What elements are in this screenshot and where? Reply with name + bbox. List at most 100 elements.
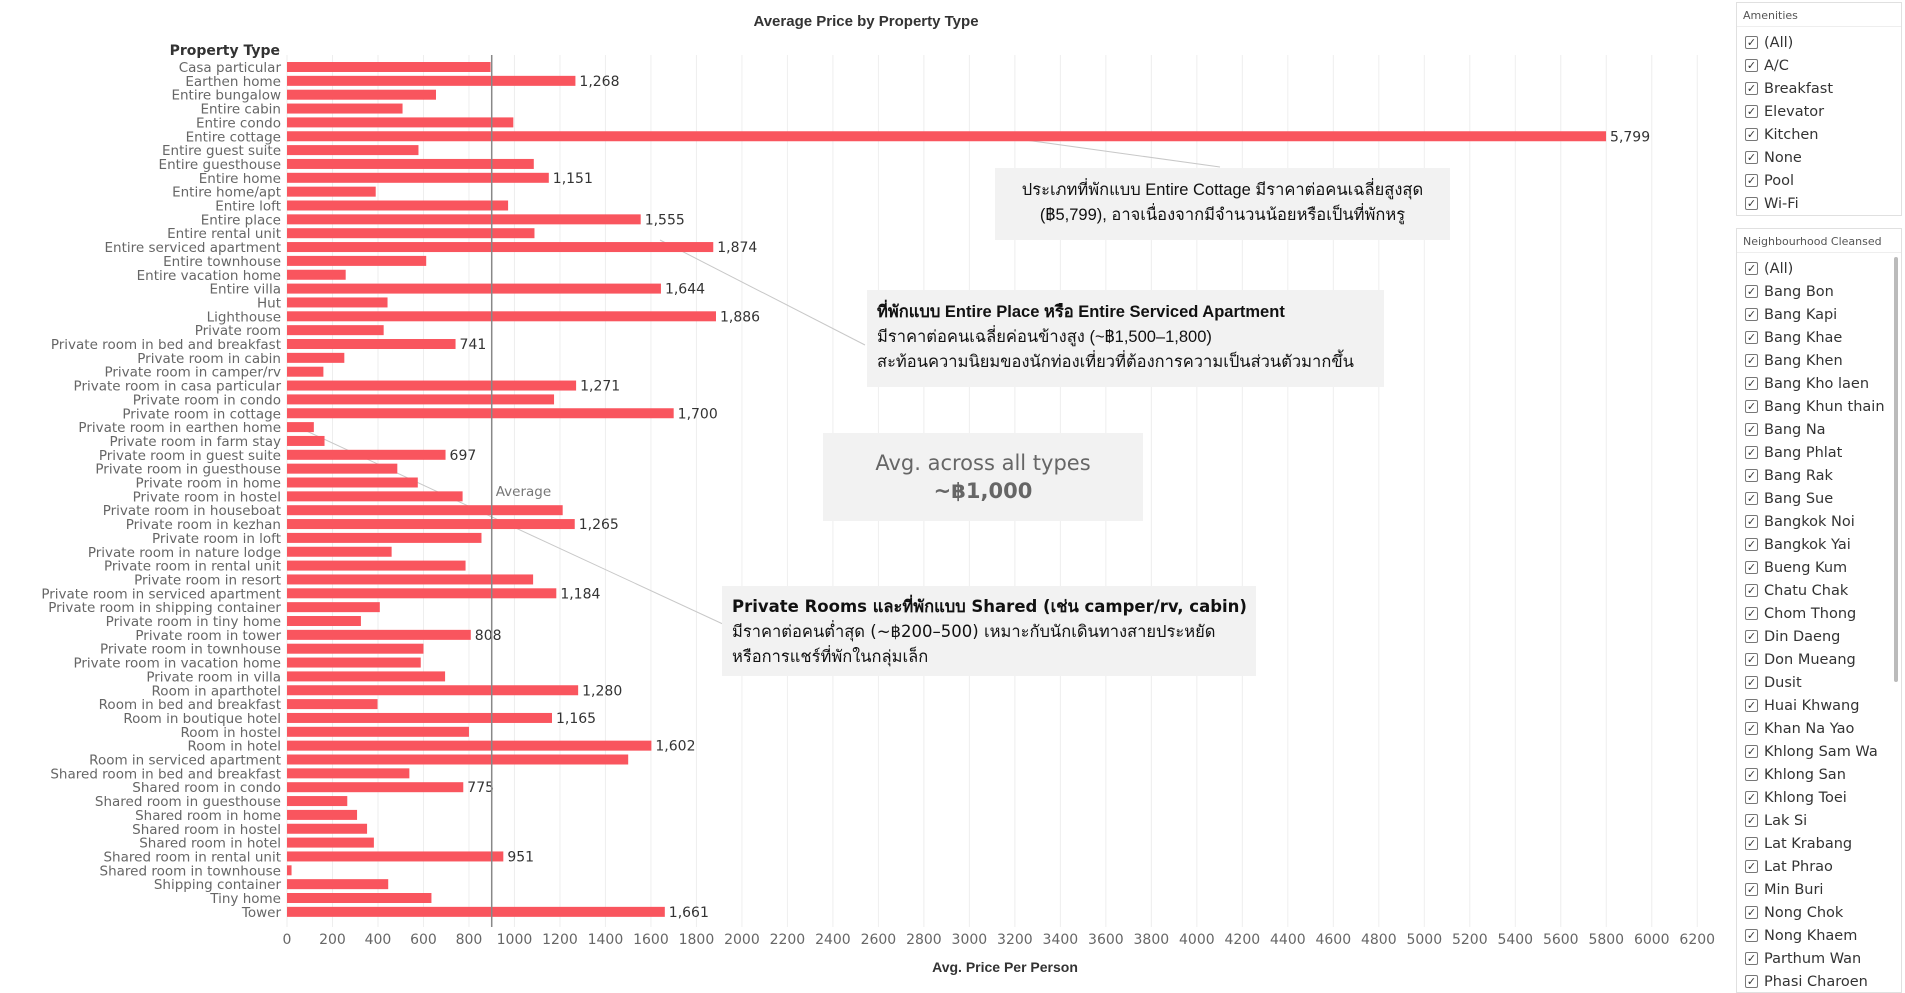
amenities-option[interactable]: ✓ (All) xyxy=(1745,31,1901,54)
neighbourhood-option[interactable]: ✓ Bang Rak xyxy=(1745,464,1901,487)
checkbox-checked-icon[interactable]: ✓ xyxy=(1745,653,1758,666)
checkbox-checked-icon[interactable]: ✓ xyxy=(1745,400,1758,413)
checkbox-checked-icon[interactable]: ✓ xyxy=(1745,82,1758,95)
neighbourhood-option[interactable]: ✓ Khlong San xyxy=(1745,763,1901,786)
neighbourhood-option[interactable]: ✓ Bang Kho laen xyxy=(1745,372,1901,395)
checkbox-checked-icon[interactable]: ✓ xyxy=(1745,262,1758,275)
neighbourhood-scrollbar[interactable] xyxy=(1894,257,1898,682)
neighbourhood-option[interactable]: ✓ Nong Chok xyxy=(1745,901,1901,924)
neighbourhood-option-label: Min Buri xyxy=(1764,881,1824,898)
checkbox-checked-icon[interactable]: ✓ xyxy=(1745,837,1758,850)
neighbourhood-option[interactable]: ✓ Bangkok Noi xyxy=(1745,510,1901,533)
neighbourhood-option-label: Huai Khwang xyxy=(1764,697,1860,714)
category-label: Shared room in bed and breakfast xyxy=(50,766,281,782)
neighbourhood-option[interactable]: ✓ (All) xyxy=(1745,257,1901,280)
checkbox-checked-icon[interactable]: ✓ xyxy=(1745,59,1758,72)
category-label: Private room in camper/rv xyxy=(104,365,281,381)
checkbox-checked-icon[interactable]: ✓ xyxy=(1745,446,1758,459)
neighbourhood-option-label: Nong Chok xyxy=(1764,904,1844,921)
amenities-option[interactable]: ✓ Elevator xyxy=(1745,100,1901,123)
checkbox-checked-icon[interactable]: ✓ xyxy=(1745,492,1758,505)
neighbourhood-option[interactable]: ✓ Bang Khun thain xyxy=(1745,395,1901,418)
neighbourhood-option[interactable]: ✓ Huai Khwang xyxy=(1745,694,1901,717)
neighbourhood-option-label: Khlong Sam Wa xyxy=(1764,743,1878,760)
checkbox-checked-icon[interactable]: ✓ xyxy=(1745,174,1758,187)
bar xyxy=(287,712,552,723)
neighbourhood-option[interactable]: ✓ Phasi Charoen xyxy=(1745,970,1901,993)
checkbox-checked-icon[interactable]: ✓ xyxy=(1745,128,1758,141)
checkbox-checked-icon[interactable]: ✓ xyxy=(1745,423,1758,436)
neighbourhood-option[interactable]: ✓ Chatu Chak xyxy=(1745,579,1901,602)
amenities-option[interactable]: ✓ Kitchen xyxy=(1745,123,1901,146)
amenities-option[interactable]: ✓ None xyxy=(1745,146,1901,169)
checkbox-checked-icon[interactable]: ✓ xyxy=(1745,860,1758,873)
neighbourhood-option[interactable]: ✓ Din Daeng xyxy=(1745,625,1901,648)
checkbox-checked-icon[interactable]: ✓ xyxy=(1745,151,1758,164)
checkbox-checked-icon[interactable]: ✓ xyxy=(1745,354,1758,367)
neighbourhood-option[interactable]: ✓ Bang Khen xyxy=(1745,349,1901,372)
checkbox-checked-icon[interactable]: ✓ xyxy=(1745,791,1758,804)
category-label: Room in hostel xyxy=(180,725,281,741)
category-label: Entire cottage xyxy=(186,129,281,145)
neighbourhood-option[interactable]: ✓ Bueng Kum xyxy=(1745,556,1901,579)
checkbox-checked-icon[interactable]: ✓ xyxy=(1745,745,1758,758)
checkbox-checked-icon[interactable]: ✓ xyxy=(1745,377,1758,390)
neighbourhood-option[interactable]: ✓ Dusit xyxy=(1745,671,1901,694)
neighbourhood-option[interactable]: ✓ Bang Na xyxy=(1745,418,1901,441)
checkbox-checked-icon[interactable]: ✓ xyxy=(1745,561,1758,574)
checkbox-checked-icon[interactable]: ✓ xyxy=(1745,469,1758,482)
checkbox-checked-icon[interactable]: ✓ xyxy=(1745,699,1758,712)
neighbourhood-option[interactable]: ✓ Bang Bon xyxy=(1745,280,1901,303)
category-label: Tiny home xyxy=(209,891,281,907)
neighbourhood-option[interactable]: ✓ Khan Na Yao xyxy=(1745,717,1901,740)
checkbox-checked-icon[interactable]: ✓ xyxy=(1745,197,1758,210)
neighbourhood-option[interactable]: ✓ Bang Phlat xyxy=(1745,441,1901,464)
amenities-option[interactable]: ✓ Breakfast xyxy=(1745,77,1901,100)
neighbourhood-option[interactable]: ✓ Bangkok Yai xyxy=(1745,533,1901,556)
neighbourhood-option[interactable]: ✓ Lat Phrao xyxy=(1745,855,1901,878)
amenities-option[interactable]: ✓ A/C xyxy=(1745,54,1901,77)
checkbox-checked-icon[interactable]: ✓ xyxy=(1745,975,1758,988)
category-label: Shared room in rental unit xyxy=(103,849,281,865)
bar xyxy=(287,89,436,100)
neighbourhood-option[interactable]: ✓ Khlong Sam Wa xyxy=(1745,740,1901,763)
neighbourhood-option[interactable]: ✓ Nong Khaem xyxy=(1745,924,1901,947)
category-label: Private room in guesthouse xyxy=(95,462,281,478)
checkbox-checked-icon[interactable]: ✓ xyxy=(1745,768,1758,781)
neighbourhood-option[interactable]: ✓ Don Mueang xyxy=(1745,648,1901,671)
bar xyxy=(287,172,549,183)
checkbox-checked-icon[interactable]: ✓ xyxy=(1745,814,1758,827)
category-label: Tower xyxy=(241,905,282,921)
amenities-option[interactable]: ✓ Wi-Fi xyxy=(1745,192,1901,215)
checkbox-checked-icon[interactable]: ✓ xyxy=(1745,607,1758,620)
neighbourhood-option[interactable]: ✓ Chom Thong xyxy=(1745,602,1901,625)
neighbourhood-option[interactable]: ✓ Min Buri xyxy=(1745,878,1901,901)
checkbox-checked-icon[interactable]: ✓ xyxy=(1745,308,1758,321)
neighbourhood-option[interactable]: ✓ Lat Krabang xyxy=(1745,832,1901,855)
checkbox-checked-icon[interactable]: ✓ xyxy=(1745,906,1758,919)
amenities-option-label: None xyxy=(1764,149,1802,166)
neighbourhood-option[interactable]: ✓ Parthum Wan xyxy=(1745,947,1901,970)
checkbox-checked-icon[interactable]: ✓ xyxy=(1745,584,1758,597)
checkbox-checked-icon[interactable]: ✓ xyxy=(1745,105,1758,118)
neighbourhood-option[interactable]: ✓ Lak Si xyxy=(1745,809,1901,832)
x-tick-label: 6200 xyxy=(1679,932,1715,948)
neighbourhood-option[interactable]: ✓ Khlong Toei xyxy=(1745,786,1901,809)
checkbox-checked-icon[interactable]: ✓ xyxy=(1745,676,1758,689)
checkbox-checked-icon[interactable]: ✓ xyxy=(1745,929,1758,942)
checkbox-checked-icon[interactable]: ✓ xyxy=(1745,515,1758,528)
checkbox-checked-icon[interactable]: ✓ xyxy=(1745,952,1758,965)
checkbox-checked-icon[interactable]: ✓ xyxy=(1745,722,1758,735)
checkbox-checked-icon[interactable]: ✓ xyxy=(1745,36,1758,49)
amenities-filter-title: Amenities xyxy=(1737,3,1901,27)
category-label: Private room in casa particular xyxy=(74,379,282,395)
neighbourhood-option[interactable]: ✓ Bang Kapi xyxy=(1745,303,1901,326)
amenities-option[interactable]: ✓ Pool xyxy=(1745,169,1901,192)
checkbox-checked-icon[interactable]: ✓ xyxy=(1745,883,1758,896)
neighbourhood-option[interactable]: ✓ Bang Sue xyxy=(1745,487,1901,510)
checkbox-checked-icon[interactable]: ✓ xyxy=(1745,331,1758,344)
checkbox-checked-icon[interactable]: ✓ xyxy=(1745,285,1758,298)
checkbox-checked-icon[interactable]: ✓ xyxy=(1745,538,1758,551)
neighbourhood-option[interactable]: ✓ Bang Khae xyxy=(1745,326,1901,349)
checkbox-checked-icon[interactable]: ✓ xyxy=(1745,630,1758,643)
